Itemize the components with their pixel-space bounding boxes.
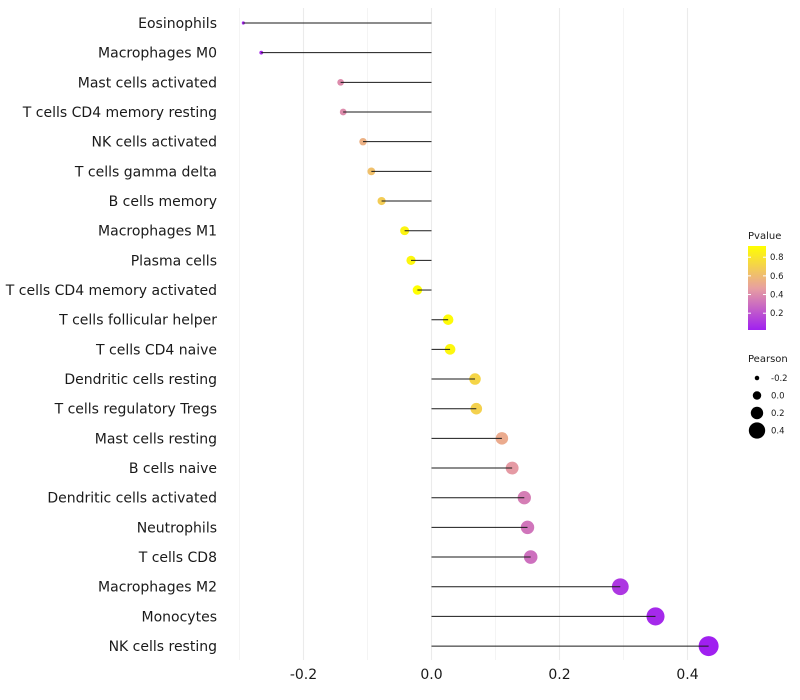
- y-tick-label: Macrophages M0: [98, 46, 217, 62]
- x-tick-label: 0.2: [548, 667, 570, 683]
- pvalue-legend-title: Pvalue: [748, 231, 781, 242]
- y-tick-label: T cells CD8: [138, 550, 217, 566]
- x-tick-label: 0.4: [676, 667, 698, 683]
- size-legend-point: [748, 422, 766, 439]
- pvalue-legend: Pvalue 0.2 0.4 0.6 0.8: [748, 231, 784, 330]
- x-tick-label: -0.2: [290, 667, 317, 683]
- colorbar-tick-label: 0.2: [770, 309, 784, 319]
- y-tick-label: NK cells resting: [109, 639, 217, 655]
- size-legend-label: 0.2: [771, 409, 785, 419]
- y-tick-label: Mast cells resting: [95, 431, 217, 447]
- y-tick-label: Neutrophils: [137, 520, 217, 536]
- size-legend-point: [752, 391, 762, 400]
- y-tick-label: Plasma cells: [131, 253, 217, 269]
- y-tick-label: Dendritic cells activated: [47, 491, 217, 507]
- lollipop-point: [611, 578, 629, 596]
- size-legend-point: [750, 406, 764, 420]
- size-legend-label: 0.4: [771, 427, 785, 437]
- y-tick-label: Eosinophils: [138, 16, 217, 32]
- size-legend-label: 0.0: [771, 392, 785, 402]
- y-tick-label: Dendritic cells resting: [64, 372, 217, 388]
- size-legend-point: [754, 375, 760, 381]
- colorbar-tick-label: 0.6: [770, 272, 784, 282]
- grid-lines: [239, 8, 689, 660]
- y-tick-label: Macrophages M2: [98, 580, 217, 596]
- y-tick-label: B cells memory: [109, 194, 217, 210]
- y-tick-label: NK cells activated: [92, 135, 217, 151]
- y-tick-label: T cells gamma delta: [74, 164, 217, 180]
- y-tick-label: Mast cells activated: [78, 75, 217, 91]
- y-tick-label: T cells CD4 naive: [95, 342, 217, 358]
- y-tick-label: T cells CD4 memory activated: [5, 283, 217, 299]
- lollipop-marks: [241, 21, 719, 657]
- y-axis-labels: Eosinophils Macrophages M0 Mast cells acti…: [5, 16, 217, 655]
- y-tick-label: T cells regulatory Tregs: [54, 402, 217, 418]
- pearson-size-legend: Pearson -0.2 0.0 0.2 0.4: [748, 354, 788, 439]
- y-tick-label: T cells follicular helper: [58, 313, 217, 329]
- colorbar-tick-label: 0.4: [770, 291, 784, 301]
- y-tick-label: B cells naive: [129, 461, 217, 477]
- x-axis-labels: -0.2 0.0 0.2 0.4: [290, 667, 699, 683]
- y-tick-label: Monocytes: [142, 609, 217, 625]
- colorbar-tick-label: 0.8: [770, 253, 784, 263]
- y-tick-label: Macrophages M1: [98, 224, 217, 240]
- x-tick-label: 0.0: [420, 667, 442, 683]
- pearson-legend-title: Pearson: [748, 354, 788, 365]
- size-legend-label: -0.2: [771, 374, 788, 384]
- pvalue-colorbar: [748, 246, 766, 330]
- y-tick-label: T cells CD4 memory resting: [22, 105, 217, 121]
